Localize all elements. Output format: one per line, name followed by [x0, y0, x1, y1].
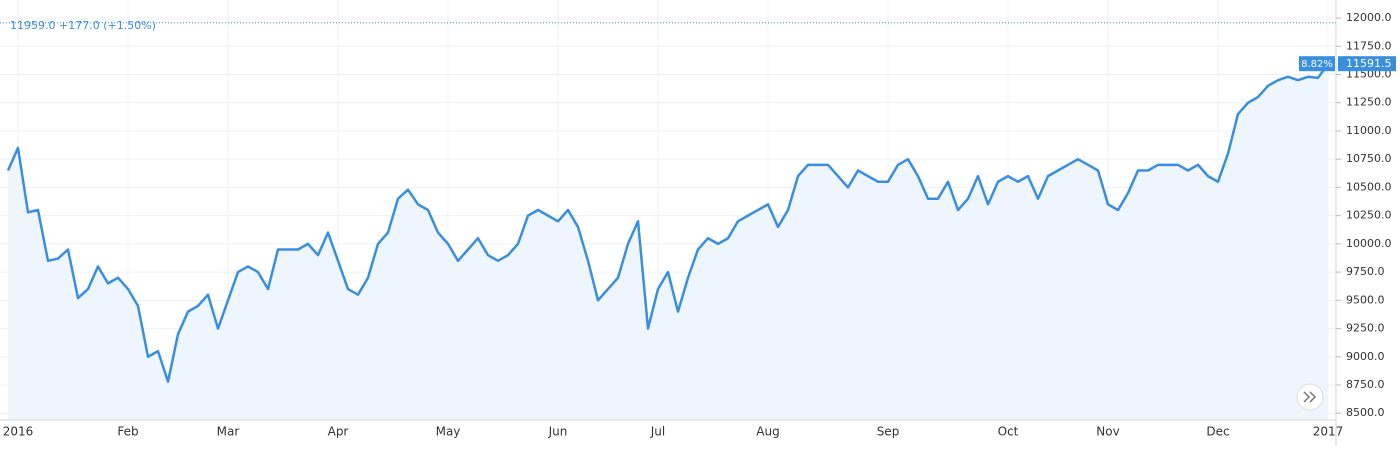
y-tick-label: 10250.0 — [1346, 209, 1392, 222]
last-box — [1338, 56, 1396, 72]
x-tick-label: May — [436, 425, 461, 439]
header: 11959.0 +177.0 (+1.50%) — [10, 19, 156, 32]
y-tick-label: 9000.0 — [1346, 350, 1385, 363]
change-box — [1299, 56, 1335, 72]
y-tick-label: 8750.0 — [1346, 378, 1385, 391]
x-tick-label: Sep — [877, 425, 900, 439]
x-tick-label: Nov — [1096, 425, 1119, 439]
x-tick-label: Mar — [217, 425, 240, 439]
x-tick-label: Jul — [650, 425, 665, 439]
x-tick-label: Dec — [1206, 425, 1229, 439]
y-tick-label: 9250.0 — [1346, 322, 1385, 335]
y-tick-label: 10000.0 — [1346, 237, 1392, 250]
y-tick-label: 10500.0 — [1346, 180, 1392, 193]
last-label: 11591.5 — [1346, 57, 1392, 70]
y-tick-label: 9750.0 — [1346, 265, 1385, 278]
price-line — [6, 63, 1330, 383]
area — [8, 64, 1328, 420]
x-tick-label: 2017 — [1313, 425, 1344, 439]
y-tick-label: 8500.0 — [1346, 406, 1385, 419]
x-tick-label: Oct — [998, 425, 1019, 439]
x-tick-label: 2016 — [3, 425, 34, 439]
y-tick-label: 12000.0 — [1346, 11, 1392, 24]
change-label: 8.82% — [1301, 59, 1333, 70]
scroll-button[interactable] — [1296, 383, 1324, 411]
y-tick-label: 11250.0 — [1346, 96, 1392, 109]
x-tick-label: Apr — [328, 425, 349, 439]
y-tick-label: 11000.0 — [1346, 124, 1392, 137]
plot: 8.82% — [0, 22, 1336, 420]
y-tick-label: 11750.0 — [1346, 39, 1392, 52]
x-tick-label: Jun — [548, 425, 568, 439]
x-tick-label: Aug — [756, 425, 779, 439]
y-tick-label: 10750.0 — [1346, 152, 1392, 165]
axes: 8500.0 8750.0 9000.0 9250.0 9500.0 9750.0 1000… — [3, 11, 1396, 439]
y-tick-label: 9500.0 — [1346, 293, 1385, 306]
x-tick-label: Feb — [117, 425, 138, 439]
